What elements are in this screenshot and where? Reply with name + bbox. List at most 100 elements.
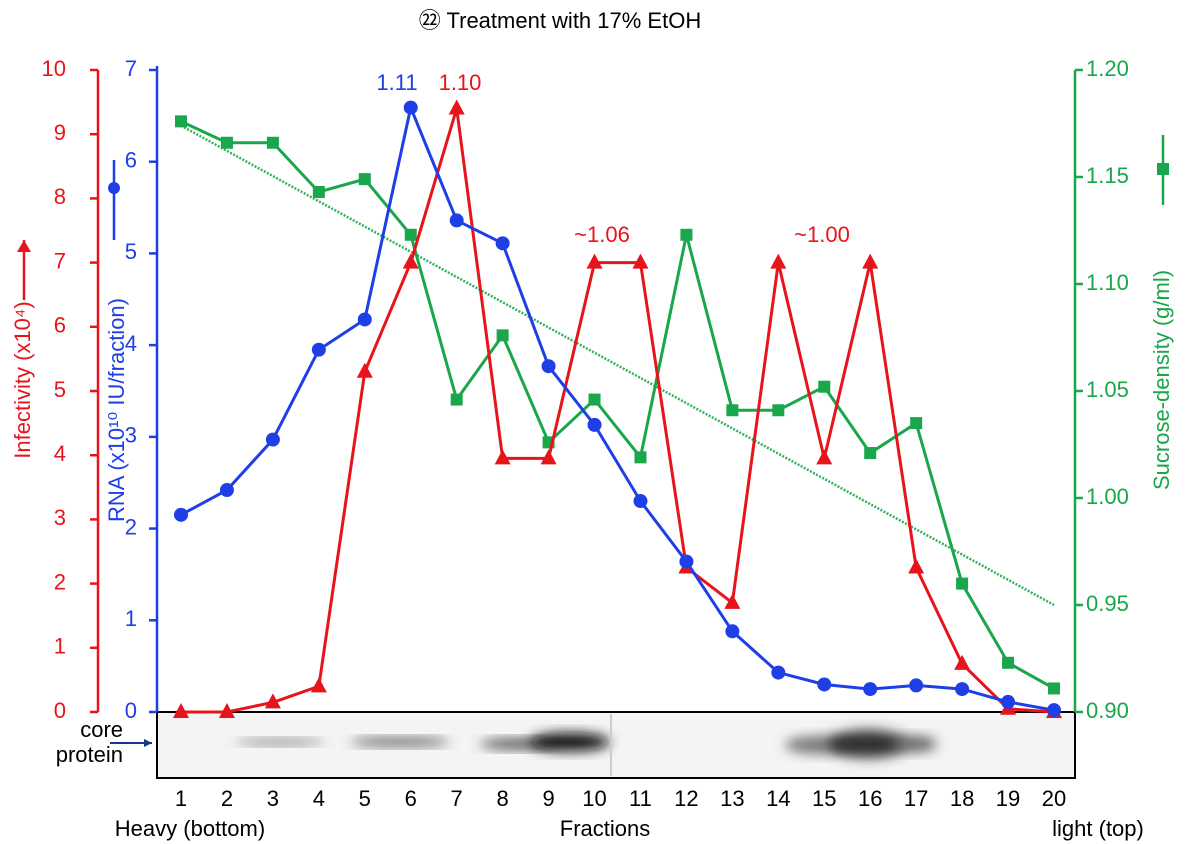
gel-arrow-head xyxy=(144,739,152,747)
data-point xyxy=(357,363,373,378)
x-tick-label: 1 xyxy=(175,786,187,811)
data-point xyxy=(221,137,233,149)
y-tick-label: 10 xyxy=(42,56,66,81)
y-tick-label: 4 xyxy=(54,441,66,466)
y-tick-label: 5 xyxy=(54,377,66,402)
data-point xyxy=(772,404,784,416)
x-tick-label: 10 xyxy=(582,786,606,811)
y-tick-label: 1.15 xyxy=(1086,163,1129,188)
y-axis-key-marker xyxy=(17,240,31,252)
data-point xyxy=(451,394,463,406)
data-point xyxy=(679,555,693,569)
x-axis-title: Fractions xyxy=(560,816,650,841)
data-point xyxy=(174,508,188,522)
x-tick-label: 15 xyxy=(812,786,836,811)
annotation: 1.10 xyxy=(439,70,482,95)
annotation: ~1.00 xyxy=(794,222,850,247)
y2-axis-key-marker xyxy=(108,182,120,194)
y-tick-label: 1.10 xyxy=(1086,270,1129,295)
x-tick-label: 3 xyxy=(267,786,279,811)
y-tick-label: 1.20 xyxy=(1086,56,1129,81)
y-tick-label: 5 xyxy=(125,239,137,264)
data-point xyxy=(450,213,464,227)
y-tick-label: 0 xyxy=(54,698,66,723)
y-tick-label: 2 xyxy=(125,514,137,539)
data-point xyxy=(863,682,877,696)
data-point xyxy=(405,229,417,241)
y3-axis-key-marker xyxy=(1157,163,1169,175)
data-point xyxy=(497,329,509,341)
data-point xyxy=(634,451,646,463)
y-tick-label: 6 xyxy=(125,148,137,173)
x-tick-label: 11 xyxy=(629,786,652,811)
y-tick-label: 0 xyxy=(125,698,137,723)
y-tick-label: 1 xyxy=(54,634,66,659)
y-axis-title: Infectivity (x10⁴) xyxy=(10,301,35,458)
y-tick-label: 1 xyxy=(125,606,137,631)
x-label-left: Heavy (bottom) xyxy=(115,816,265,841)
data-point xyxy=(680,229,692,241)
data-point xyxy=(358,312,372,326)
chart: ㉒ Treatment with 17% EtOH core protein H… xyxy=(0,0,1198,844)
data-point xyxy=(589,394,601,406)
y-tick-label: 0.95 xyxy=(1086,591,1129,616)
y-tick-label: 1.00 xyxy=(1086,484,1129,509)
data-point xyxy=(1048,682,1060,694)
x-tick-label: 6 xyxy=(405,786,417,811)
data-point xyxy=(864,447,876,459)
y-tick-label: 3 xyxy=(54,505,66,530)
data-point xyxy=(1001,695,1015,709)
data-point xyxy=(267,137,279,149)
y-tick-label: 1.05 xyxy=(1086,377,1129,402)
x-tick-label: 13 xyxy=(720,786,744,811)
data-point xyxy=(724,594,740,609)
x-tick-label: 4 xyxy=(313,786,325,811)
y-tick-label: 9 xyxy=(54,120,66,145)
data-point xyxy=(311,677,327,692)
data-point xyxy=(313,186,325,198)
data-point xyxy=(633,494,647,508)
y-tick-label: 7 xyxy=(125,56,137,81)
x-tick-label: 20 xyxy=(1042,786,1066,811)
y-tick-label: 0.90 xyxy=(1086,698,1129,723)
y-tick-label: 3 xyxy=(125,423,137,448)
data-point xyxy=(725,624,739,638)
gel-image xyxy=(157,712,1075,778)
series-line xyxy=(181,121,1054,688)
data-point xyxy=(1047,703,1061,717)
x-label-right: light (top) xyxy=(1052,816,1144,841)
data-point xyxy=(449,100,465,115)
data-point xyxy=(908,559,924,574)
data-point xyxy=(726,404,738,416)
y-tick-label: 6 xyxy=(54,313,66,338)
x-tick-label: 18 xyxy=(950,786,974,811)
y-tick-label: 8 xyxy=(54,184,66,209)
x-tick-label: 9 xyxy=(542,786,554,811)
x-tick-label: 16 xyxy=(858,786,882,811)
y-tick-label: 4 xyxy=(125,331,137,356)
x-tick-label: 14 xyxy=(766,786,790,811)
data-point xyxy=(220,483,234,497)
gel-label: core xyxy=(80,717,123,742)
x-tick-label: 8 xyxy=(497,786,509,811)
data-point xyxy=(359,173,371,185)
data-point xyxy=(818,381,830,393)
x-tick-label: 19 xyxy=(996,786,1020,811)
data-point xyxy=(862,254,878,269)
series-line xyxy=(181,109,1054,712)
data-point xyxy=(175,115,187,127)
data-point xyxy=(1002,657,1014,669)
data-point xyxy=(816,449,832,464)
data-point xyxy=(955,682,969,696)
annotation: ~1.06 xyxy=(574,222,630,247)
data-point xyxy=(954,655,970,670)
data-point xyxy=(404,101,418,115)
data-point xyxy=(312,343,326,357)
data-point xyxy=(956,578,968,590)
chart-title: ㉒ Treatment with 17% EtOH xyxy=(419,8,701,33)
x-tick-label: 17 xyxy=(904,786,928,811)
data-point xyxy=(817,677,831,691)
data-point xyxy=(542,359,556,373)
y3-axis-title: Sucrose-density (g/ml) xyxy=(1149,270,1174,490)
data-point xyxy=(266,433,280,447)
